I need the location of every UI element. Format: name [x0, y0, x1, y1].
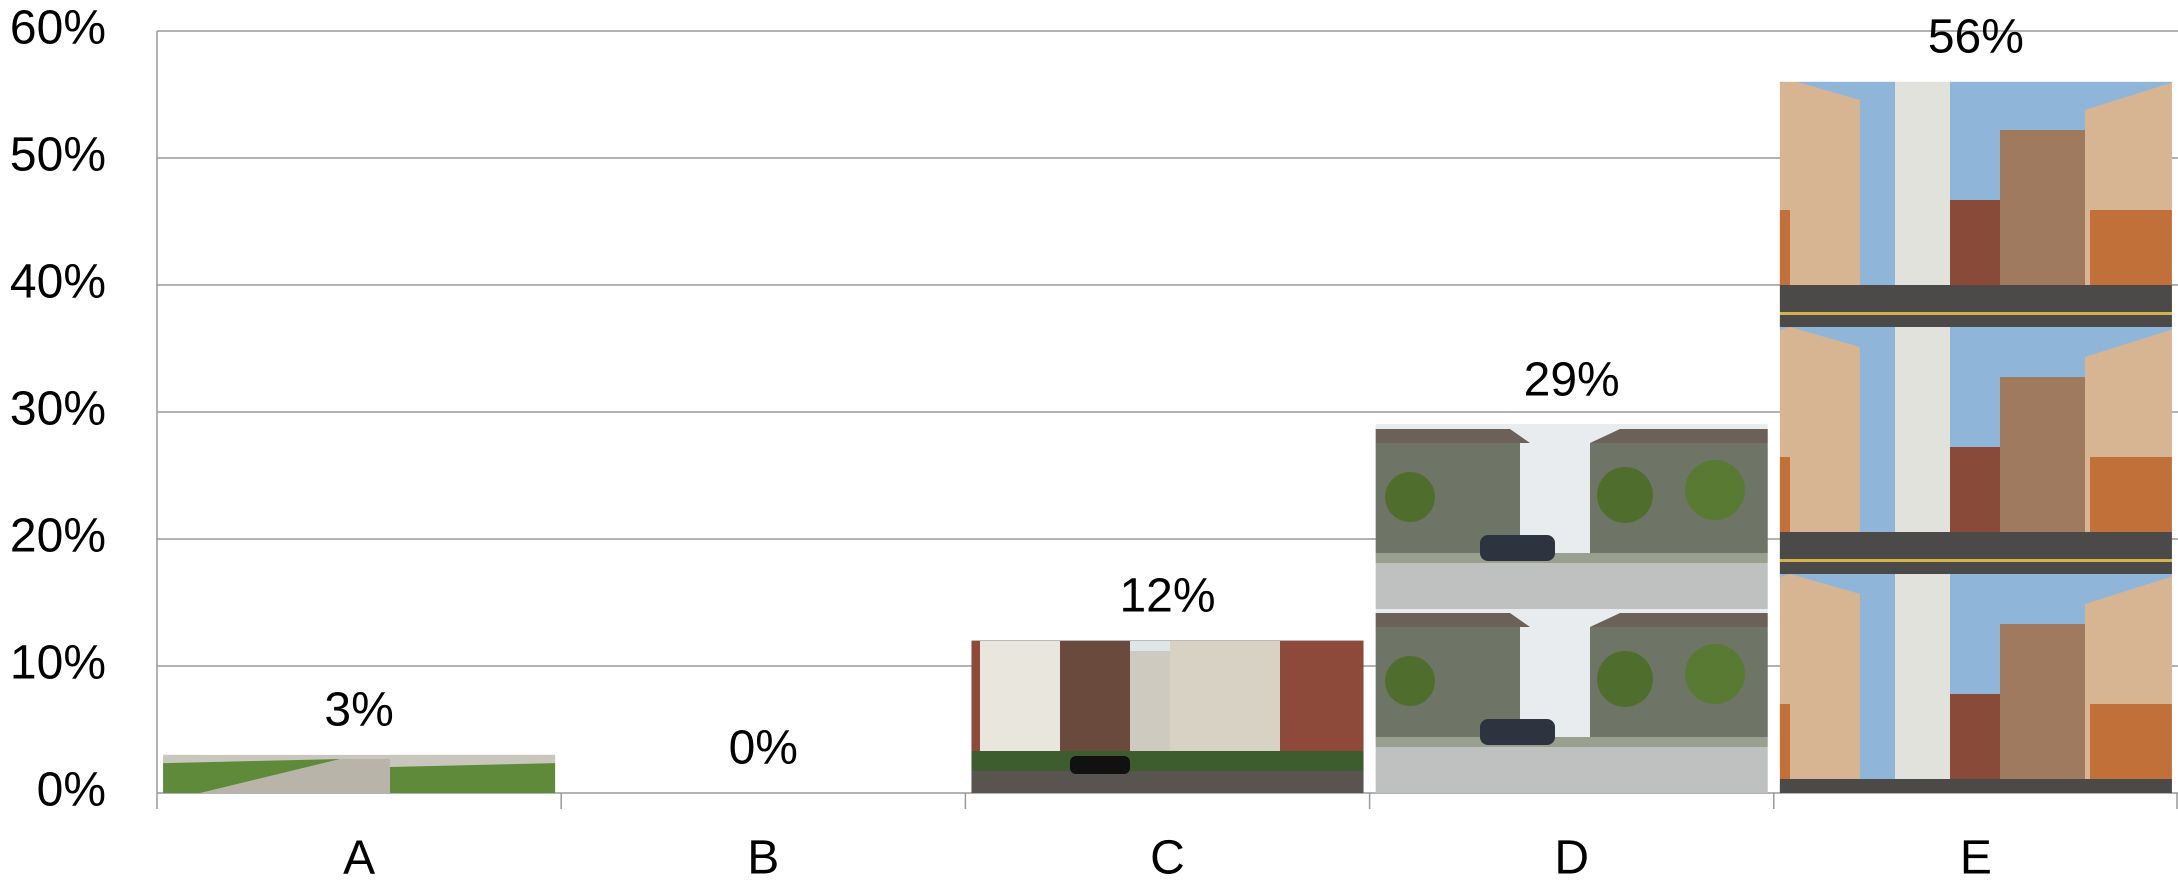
- x-tick-label: C: [1150, 832, 1185, 882]
- bar: [971, 640, 1364, 793]
- x-tick-label: B: [747, 832, 779, 882]
- bar: [1779, 81, 2172, 794]
- y-tick-label: 10%: [10, 637, 106, 690]
- bar: [163, 754, 556, 793]
- value-label: 12%: [1119, 569, 1215, 622]
- value-label: 56%: [1928, 10, 2024, 63]
- value-label: 29%: [1524, 353, 1620, 406]
- x-tick-label: D: [1554, 832, 1589, 882]
- x-tick-label: E: [1960, 832, 1992, 882]
- y-tick-label: 0%: [37, 764, 106, 817]
- y-tick-label: 20%: [10, 510, 106, 563]
- y-tick-label: 30%: [10, 383, 106, 436]
- value-label: 0%: [729, 722, 798, 775]
- y-tick-label: 50%: [10, 129, 106, 182]
- y-tick-label: 40%: [10, 256, 106, 309]
- bar: [1375, 424, 1768, 793]
- x-tick-label: A: [343, 832, 375, 882]
- y-tick-label: 60%: [10, 2, 106, 55]
- value-label: 3%: [324, 684, 393, 737]
